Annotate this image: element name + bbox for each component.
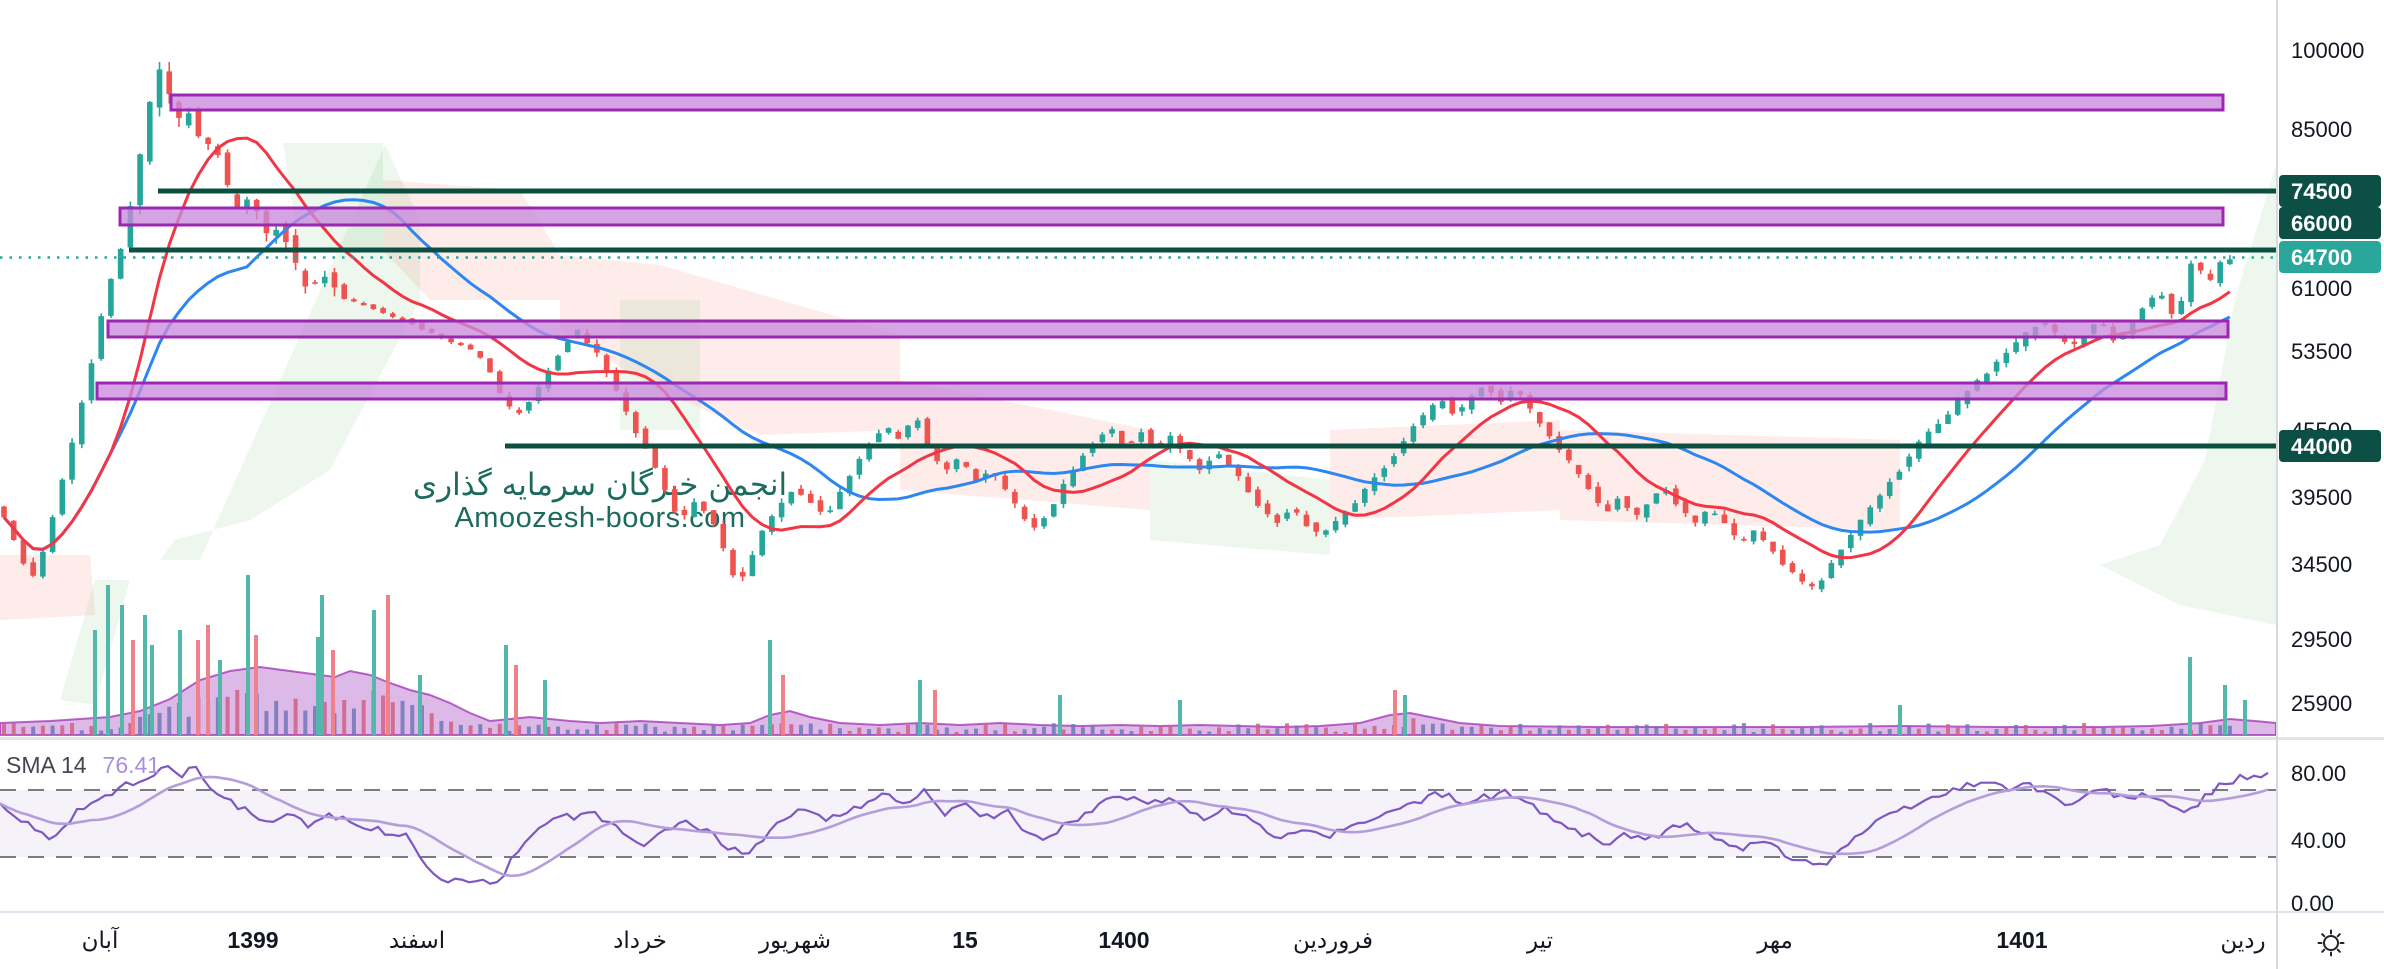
svg-text:66000: 66000 — [2291, 211, 2352, 236]
time-label[interactable]: 15 — [952, 927, 978, 953]
rsi-sma-label: SMA 14 — [6, 752, 87, 778]
rsi-sma-value: 76.41 — [102, 752, 161, 778]
supply-demand-zones — [95, 93, 2230, 401]
time-label[interactable]: 1401 — [1996, 927, 2047, 953]
horizontal-levels — [0, 188, 2276, 449]
time-label[interactable]: تیر — [1526, 927, 1553, 954]
rsi-sma-line — [0, 775, 2269, 878]
svg-text:85000: 85000 — [2291, 117, 2352, 142]
time-label[interactable]: اسفند — [389, 927, 445, 953]
svg-text:34500: 34500 — [2291, 552, 2352, 577]
svg-text:44000: 44000 — [2291, 434, 2352, 459]
price-badge-66000 — [2279, 207, 2381, 239]
price-badge-44000 — [2279, 430, 2381, 462]
time-label[interactable]: 1400 — [1098, 927, 1149, 953]
svg-text:53500: 53500 — [2291, 339, 2352, 364]
zone-48500-50100[interactable] — [95, 381, 2228, 401]
svg-text:39500: 39500 — [2291, 485, 2352, 510]
svg-text:100000: 100000 — [2291, 38, 2364, 63]
sun-gear-icon — [2317, 929, 2345, 957]
price-badge-74500 — [2279, 175, 2381, 207]
zone-88300-91300[interactable] — [169, 93, 2225, 112]
timezone-settings-button[interactable] — [2314, 926, 2348, 960]
time-label[interactable]: خرداد — [613, 927, 667, 954]
svg-text:25900: 25900 — [2291, 691, 2352, 716]
price-axis: 1000008500061000535004550039500345002950… — [2279, 38, 2381, 916]
watermark-persian-text: انجمن خبرگان سرمایه گذاری — [412, 467, 788, 503]
price-badge-64700 — [2279, 241, 2381, 273]
svg-text:74500: 74500 — [2291, 179, 2352, 204]
ma-fast-line — [2, 136, 2231, 560]
volume-overlay — [0, 665, 2276, 736]
time-label[interactable]: ردین — [2220, 927, 2265, 954]
time-label[interactable]: مهر — [1756, 927, 1793, 954]
svg-text:64700: 64700 — [2291, 245, 2352, 270]
ichimoku-clouds — [0, 143, 2276, 705]
svg-text:40.00: 40.00 — [2291, 828, 2346, 853]
rsi-indicator-legend[interactable]: SMA 14 76.41 — [6, 752, 160, 779]
time-label[interactable]: فروردین — [1293, 927, 1373, 954]
time-axis: آبان 1399 اسفند خرداد شهریور 15 1400 فروردین تیر… — [82, 926, 2266, 954]
zone-55100-57000[interactable] — [106, 319, 2230, 339]
time-label[interactable]: 1399 — [227, 927, 278, 953]
zone-69500-72000[interactable] — [118, 206, 2225, 227]
moving-averages — [2, 136, 2231, 560]
svg-text:29500: 29500 — [2291, 627, 2352, 652]
time-label[interactable]: آبان — [82, 926, 120, 953]
svg-text:80.00: 80.00 — [2291, 761, 2346, 786]
volume-bars — [2, 575, 2247, 735]
rsi-pane — [0, 764, 2276, 885]
ma-slow-line — [2, 198, 2231, 551]
svg-text:0.00: 0.00 — [2291, 891, 2334, 916]
svg-text:61000: 61000 — [2291, 276, 2352, 301]
rsi-line — [0, 764, 2269, 885]
time-label[interactable]: شهریور — [758, 927, 831, 954]
